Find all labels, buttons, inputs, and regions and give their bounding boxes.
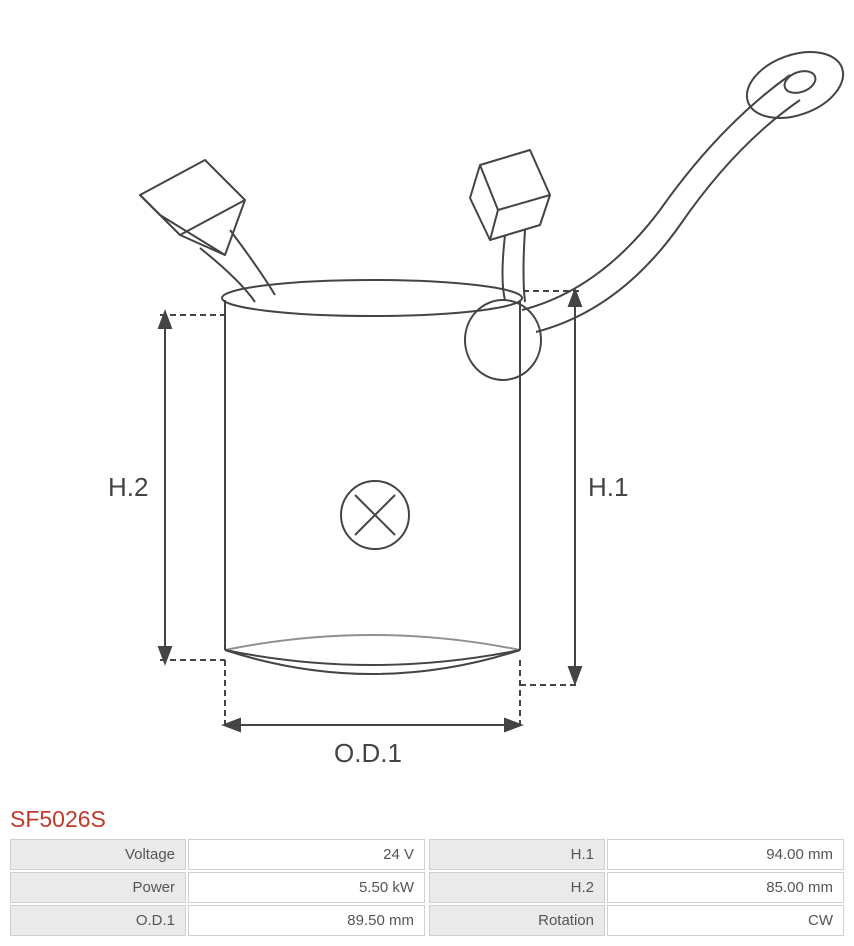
spec-value: 5.50 kW — [188, 872, 425, 903]
spec-value: CW — [607, 905, 844, 936]
table-row: Rotation CW — [429, 905, 844, 936]
spec-value: 85.00 mm — [607, 872, 844, 903]
spec-label: Power — [10, 872, 186, 903]
spec-value: 94.00 mm — [607, 839, 844, 870]
product-code: SF5026S — [10, 806, 854, 833]
dim-label-h2: H.2 — [108, 472, 148, 503]
spec-value: 89.50 mm — [188, 905, 425, 936]
spec-label: O.D.1 — [10, 905, 186, 936]
table-row: Power 5.50 kW — [10, 872, 425, 903]
spec-label: H.1 — [429, 839, 605, 870]
spec-label: H.2 — [429, 872, 605, 903]
table-row: Voltage 24 V — [10, 839, 425, 870]
spec-col-left: Voltage 24 V Power 5.50 kW O.D.1 89.50 m… — [10, 839, 425, 936]
diagram-svg — [0, 0, 854, 800]
dim-label-h1: H.1 — [588, 472, 628, 503]
spec-value: 24 V — [188, 839, 425, 870]
spec-col-right: H.1 94.00 mm H.2 85.00 mm Rotation CW — [429, 839, 844, 936]
table-row: O.D.1 89.50 mm — [10, 905, 425, 936]
spec-table: Voltage 24 V Power 5.50 kW O.D.1 89.50 m… — [0, 839, 854, 946]
technical-diagram: H.2 H.1 O.D.1 — [0, 0, 854, 800]
dim-label-od1: O.D.1 — [334, 738, 402, 769]
table-row: H.2 85.00 mm — [429, 872, 844, 903]
table-row: H.1 94.00 mm — [429, 839, 844, 870]
spec-label: Rotation — [429, 905, 605, 936]
spec-label: Voltage — [10, 839, 186, 870]
